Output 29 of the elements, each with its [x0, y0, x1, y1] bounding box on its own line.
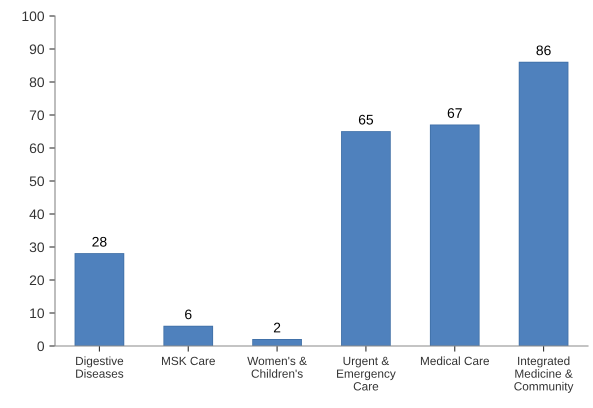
data-label: 2: [274, 322, 280, 332]
bar: [430, 124, 480, 346]
bar: [518, 62, 568, 346]
x-tick-label: Digestive Diseases: [76, 356, 124, 378]
data-label: 28: [92, 236, 107, 247]
data-label: 67: [448, 108, 462, 118]
data-label: 6: [185, 309, 192, 320]
x-tick-label: Urgent & Emergency Care: [337, 356, 396, 391]
y-tick-label: 90: [30, 44, 44, 54]
y-tick-label: 10: [30, 308, 44, 318]
x-tick-label: Medical Care: [420, 356, 489, 366]
bar: [252, 338, 302, 346]
y-tick-label: 100: [22, 11, 44, 22]
data-label: 65: [358, 114, 374, 125]
y-tick-label: 50: [30, 176, 44, 186]
x-tick-label: MSK Care: [162, 356, 215, 366]
x-tick-label: Integrated Medicine & Community: [514, 356, 574, 393]
y-tick-label: 0: [37, 341, 44, 352]
data-label: 86: [536, 45, 551, 56]
y-tick-label: 70: [30, 110, 44, 120]
y-tick-label: 40: [29, 209, 44, 220]
bar: [163, 326, 214, 346]
y-tick-label: 30: [30, 242, 44, 252]
bar: [341, 131, 391, 346]
y-tick-label: 60: [30, 143, 44, 154]
y-tick-label: 20: [30, 275, 44, 286]
x-tick-label: Women's & Children's: [247, 356, 307, 378]
y-tick-label: 80: [30, 77, 44, 88]
bar: [74, 253, 124, 346]
